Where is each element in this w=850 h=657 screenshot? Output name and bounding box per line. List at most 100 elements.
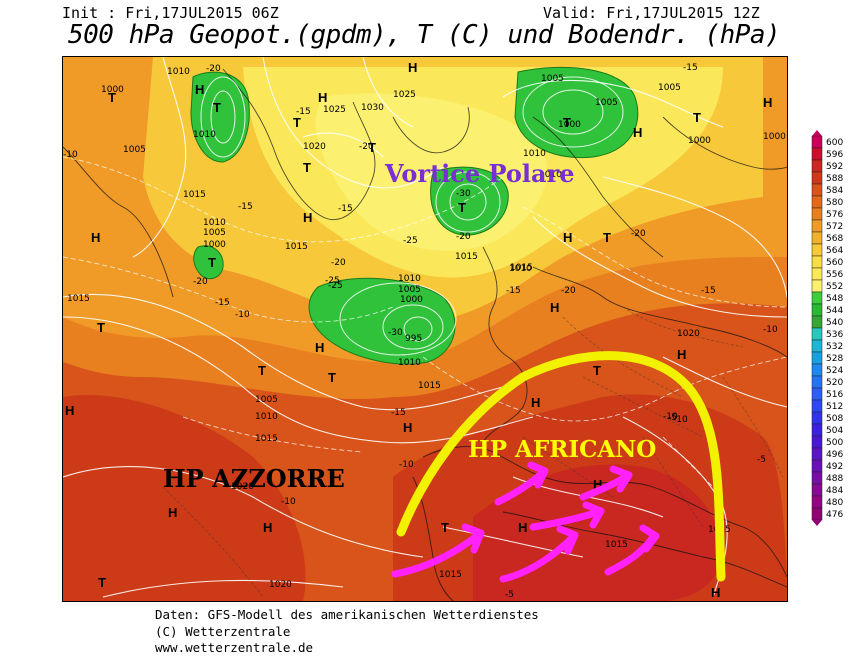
pressure-label: 1010 [398, 358, 421, 368]
temperature-label: -15 [296, 107, 311, 117]
center-label: H [563, 230, 572, 245]
legend-swatch [811, 279, 823, 293]
legend-value: 568 [826, 234, 843, 244]
temperature-label: -10 [63, 150, 78, 160]
pressure-label: 1005 [595, 98, 618, 108]
temperature-label: -10 [399, 460, 414, 470]
legend-swatch [811, 423, 823, 437]
legend-value: 556 [826, 270, 843, 280]
legend-swatch [811, 375, 823, 389]
temperature-label: -25 [325, 276, 340, 286]
legend-swatch [811, 171, 823, 185]
center-label: H [550, 300, 559, 315]
center-label: T [563, 115, 571, 130]
pressure-label: 1000 [688, 136, 711, 146]
center-label: H [403, 420, 412, 435]
temperature-label: -30 [456, 189, 471, 199]
temperature-label: -20 [456, 232, 471, 242]
legend-swatch [811, 195, 823, 209]
init-time-label: Init : Fri,17JUL2015 06Z [62, 4, 279, 22]
legend-value: 488 [826, 474, 843, 484]
legend-swatch [811, 387, 823, 401]
legend-value: 588 [826, 174, 843, 184]
pressure-label: 995 [405, 334, 422, 344]
temperature-label: -10 [763, 325, 778, 335]
center-label: H [763, 95, 772, 110]
center-label: T [693, 110, 701, 125]
pressure-label: 1020 [269, 580, 292, 590]
pressure-label: 1015 [439, 570, 462, 580]
center-label: T [458, 200, 466, 215]
legend-value: 548 [826, 294, 843, 304]
legend-swatch [811, 219, 823, 233]
center-label: T [208, 255, 216, 270]
pressure-label: 1005 [203, 228, 226, 238]
temperature-label: -15 [215, 298, 230, 308]
legend-value: 596 [826, 150, 843, 160]
legend-value: 492 [826, 462, 843, 472]
center-label: H [318, 90, 327, 105]
pressure-label: 1005 [398, 285, 421, 295]
data-source-line: Daten: GFS-Modell des amerikanischen Wet… [155, 607, 539, 622]
center-label: H [408, 60, 417, 75]
center-label: T [441, 520, 449, 535]
temperature-label: -30 [388, 328, 403, 338]
legend-swatch [811, 291, 823, 305]
center-label: H [303, 210, 312, 225]
center-label: H [91, 230, 100, 245]
legend-value: 484 [826, 486, 843, 496]
legend-value: 520 [826, 378, 843, 388]
valid-time-label: Valid: Fri,17JUL2015 12Z [543, 4, 760, 22]
temperature-label: -5 [505, 590, 514, 600]
legend-value: 496 [826, 450, 843, 460]
legend-value: 500 [826, 438, 843, 448]
center-label: H [263, 520, 272, 535]
pressure-label: 1000 [400, 295, 423, 305]
legend-swatch [811, 495, 823, 509]
legend-swatch [811, 447, 823, 461]
center-label: H [677, 347, 686, 362]
temperature-label: -15 [701, 286, 716, 296]
legend-swatch [811, 135, 823, 149]
pressure-label: 1000 [558, 120, 581, 130]
legend-value: 532 [826, 342, 843, 352]
vortex-annotation: Vortice Polare [384, 159, 575, 188]
legend-swatch [811, 255, 823, 269]
legend-swatch [811, 363, 823, 377]
legend-swatch [811, 507, 823, 521]
center-label: T [213, 100, 221, 115]
legend-swatch [811, 243, 823, 257]
center-label: T [368, 140, 376, 155]
temperature-label: -15 [506, 286, 521, 296]
legend-value: 524 [826, 366, 843, 376]
pressure-label: 1000 [101, 85, 124, 95]
legend-swatch [811, 399, 823, 413]
center-label: T [593, 363, 601, 378]
pressure-label: 1000 [763, 132, 786, 142]
legend-swatch [811, 339, 823, 353]
pressure-label: 1015 [255, 434, 278, 444]
pressure-label: 1015 [455, 252, 478, 262]
legend-value: 572 [826, 222, 843, 232]
legend-swatch [811, 483, 823, 497]
temperature-label: -20 [206, 64, 221, 74]
pressure-label: 1005 [255, 395, 278, 405]
legend-value: 560 [826, 258, 843, 268]
legend-swatch [811, 303, 823, 317]
pressure-label: 1015 [605, 540, 628, 550]
center-label: T [328, 370, 336, 385]
pressure-label: 1025 [323, 105, 346, 115]
legend-svg: 600 596 592 588 584 580 576 572 568 564 560 556 552 5… [811, 130, 843, 526]
legend-swatch [811, 351, 823, 365]
legend-value: 544 [826, 306, 843, 316]
center-label: H [531, 395, 540, 410]
pressure-label: 1005 [541, 74, 564, 84]
legend-swatch [811, 459, 823, 473]
copyright-line: (C) Wetterzentrale [155, 624, 291, 639]
pressure-label: 1015 [67, 294, 90, 304]
pressure-label: 1010 [539, 170, 562, 180]
pressure-label: 1010 [398, 274, 421, 284]
hp-africano-annotation: HP AFRICANO [468, 436, 656, 463]
temperature-label: -20 [193, 277, 208, 287]
weather-map: T H T H T H T T H T T H T H H T H T T H … [62, 56, 788, 602]
